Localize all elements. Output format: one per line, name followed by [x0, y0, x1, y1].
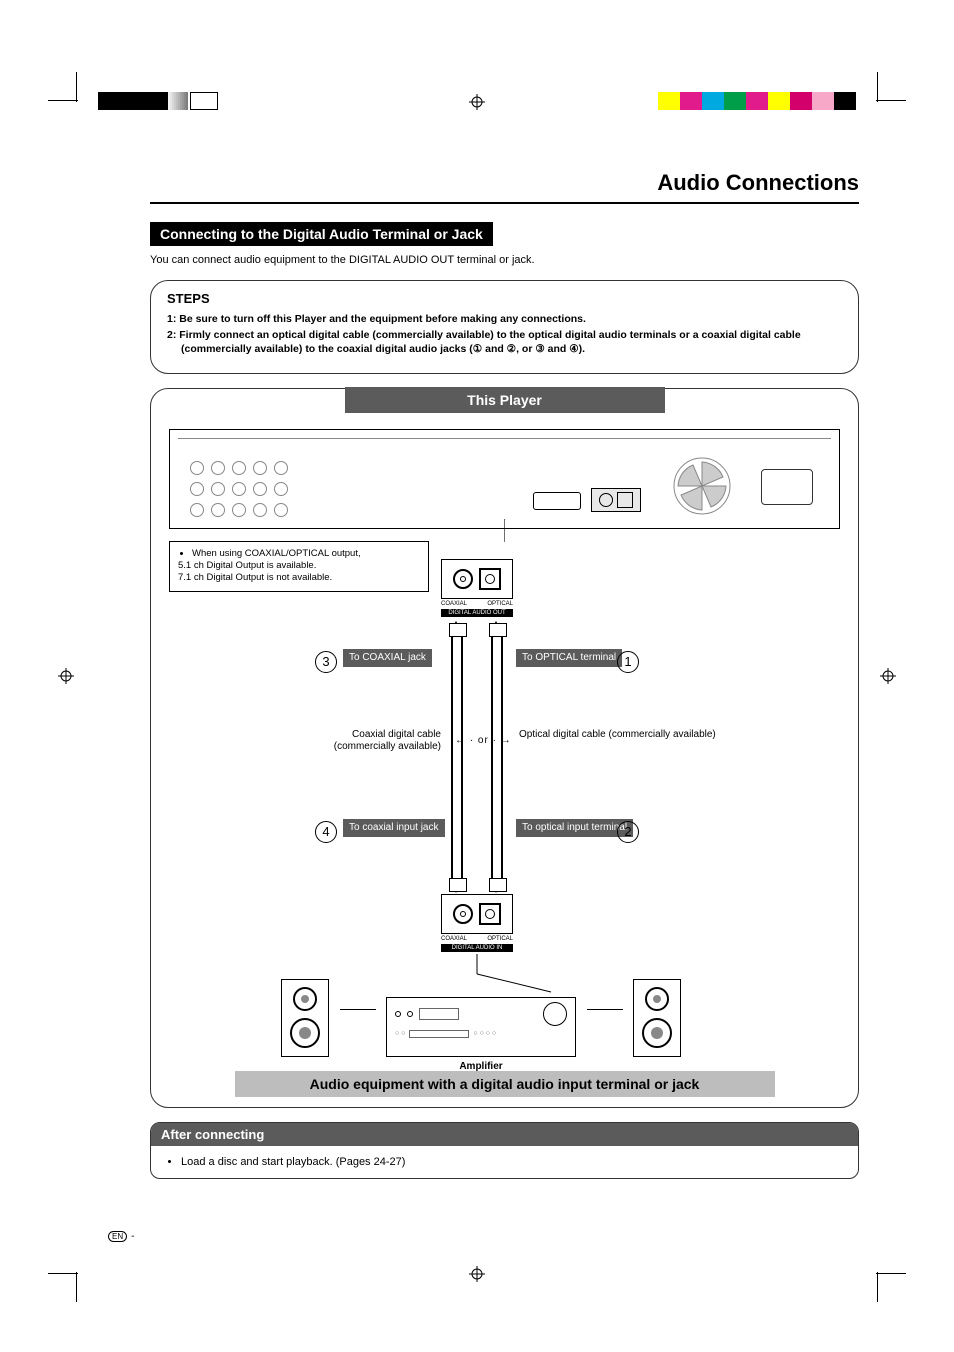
diagram-box: This Player: [150, 388, 859, 1108]
registration-mark-left: [58, 668, 74, 684]
crop-mark-tl: [58, 82, 98, 122]
callout-line: [441, 519, 641, 559]
page-content: Audio Connections Connecting to the Digi…: [150, 170, 859, 1192]
digital-in-label: DIGITAL AUDIO IN: [441, 944, 513, 952]
footer-dash: -: [131, 1231, 134, 1242]
intro-text: You can connect audio equipment to the D…: [150, 254, 859, 266]
optical-label: OPTICAL: [487, 601, 513, 607]
circle-2: 2: [617, 821, 639, 843]
circle-1: 1: [617, 651, 639, 673]
coaxial-in-icon: [453, 904, 473, 924]
digital-out-zoom: [441, 559, 513, 599]
crop-mark-tr: [856, 82, 896, 122]
speaker-right-icon: [633, 979, 681, 1057]
after-connecting-box: After connecting Load a disc and start p…: [150, 1122, 859, 1179]
registration-mark-right: [880, 668, 896, 684]
fan-icon: [673, 457, 731, 515]
to-optical-input-label: To optical input terminal: [516, 819, 633, 837]
amplifier-unit-icon: ○ ○○ ○ ○ ○: [386, 997, 576, 1057]
note-box: When using COAXIAL/OPTICAL output, 5.1 c…: [169, 541, 429, 592]
or-arrows: ← · or · →: [455, 735, 512, 746]
crop-mark-bl: [58, 1252, 98, 1292]
coaxial-cable-text: Coaxial digital cable (commercially avai…: [311, 729, 441, 753]
audio-equipment-bar: Audio equipment with a digital audio inp…: [235, 1071, 775, 1097]
crop-mark-br: [856, 1252, 896, 1292]
to-coaxial-jack-label: To COAXIAL jack: [343, 649, 432, 667]
note-line-2: 5.1 ch Digital Output is available.: [178, 560, 420, 572]
steps-label: STEPS: [167, 291, 842, 306]
speaker-left-icon: [281, 979, 329, 1057]
note-line-1: When using COAXIAL/OPTICAL output,: [192, 548, 420, 560]
digital-out-label: DIGITAL AUDIO OUT: [441, 609, 513, 617]
note-line-3: 7.1 ch Digital Output is not available.: [178, 572, 420, 584]
circle-3: 3: [315, 651, 337, 673]
steps-list: 1: Be sure to turn off this Player and t…: [167, 312, 842, 357]
circle-4: 4: [315, 821, 337, 843]
optical-out-icon: [479, 568, 501, 590]
hdmi-port: [533, 492, 581, 510]
after-heading: After connecting: [151, 1123, 858, 1146]
en-badge: EN: [108, 1231, 127, 1242]
page-footer: EN -: [108, 1231, 134, 1242]
step-2: 2: Firmly connect an optical digital cab…: [167, 328, 842, 356]
section-title: Audio Connections: [150, 170, 859, 204]
digital-in-zoom: [441, 894, 513, 934]
out-jack-labels: COAXIAL OPTICAL: [441, 601, 513, 607]
optical-cable-icon: [491, 635, 503, 880]
audio-out-ports: [190, 461, 292, 521]
ac-in-port: [761, 469, 813, 505]
coax-label: COAXIAL: [441, 601, 467, 607]
registration-mark-bottom: [469, 1266, 485, 1282]
coaxial-out-icon: [453, 569, 473, 589]
player-rear-panel: [169, 429, 840, 529]
steps-box: STEPS 1: Be sure to turn off this Player…: [150, 280, 859, 374]
coaxial-cable-icon: [451, 635, 463, 880]
optical-label: OPTICAL: [487, 936, 513, 942]
subheading-bar: Connecting to the Digital Audio Terminal…: [150, 222, 493, 246]
in-jack-labels: COAXIAL OPTICAL: [441, 936, 513, 942]
step-1: 1: Be sure to turn off this Player and t…: [167, 312, 842, 326]
digital-audio-out-ports: [591, 488, 641, 512]
to-optical-terminal-label: To OPTICAL terminal: [516, 649, 622, 667]
registration-mark-top: [469, 94, 485, 110]
colorbar-left: [98, 92, 218, 110]
optical-cable-text: Optical digital cable (commercially avai…: [519, 729, 716, 741]
colorbar-right: [658, 92, 856, 110]
after-body-text: Load a disc and start playback. (Pages 2…: [181, 1156, 844, 1168]
coax-label: COAXIAL: [441, 936, 467, 942]
optical-in-icon: [479, 903, 501, 925]
to-coaxial-input-label: To coaxial input jack: [343, 819, 445, 837]
amplifier-diagram: ○ ○○ ○ ○ ○ Amplifier: [281, 979, 681, 1069]
diagram-title: This Player: [345, 387, 665, 413]
